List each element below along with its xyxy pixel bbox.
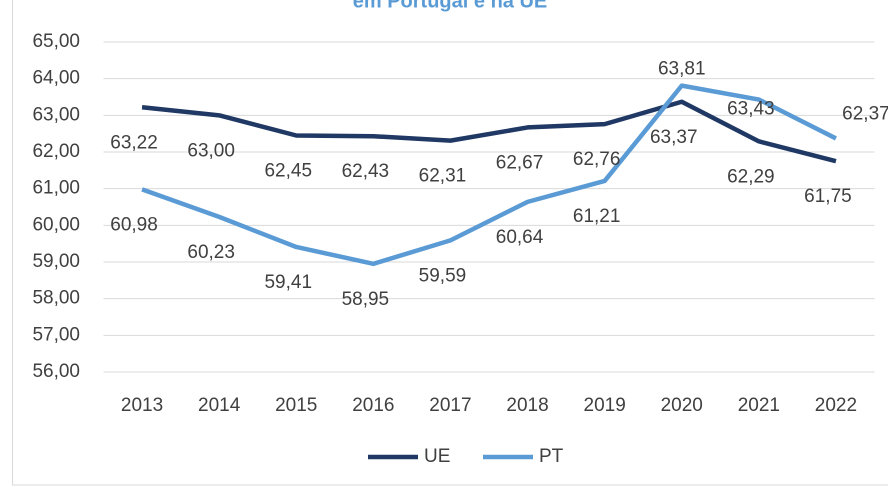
data-label: 62,45 [264, 161, 312, 182]
data-label: 62,76 [573, 149, 621, 170]
y-tick-label: 62,00 [32, 141, 80, 162]
data-label: 60,23 [187, 242, 235, 263]
data-label: 61,21 [573, 206, 621, 227]
x-tick-label: 2019 [584, 395, 626, 416]
x-tick-label: 2018 [506, 395, 548, 416]
data-label: 63,22 [110, 132, 158, 153]
data-label: 61,75 [804, 186, 852, 207]
x-tick-label: 2021 [738, 395, 780, 416]
series-line [141, 83, 837, 267]
chart-title: em Portugal e na UE [353, 0, 548, 12]
x-tick-label: 2016 [352, 395, 394, 416]
y-tick-label: 57,00 [32, 324, 80, 345]
x-tick-label: 2020 [661, 395, 703, 416]
y-tick-label: 58,00 [32, 288, 80, 309]
y-tick-label: 56,00 [32, 361, 80, 382]
y-tick-label: 63,00 [32, 104, 80, 125]
data-label: 60,64 [496, 227, 544, 248]
y-tick-label: 60,00 [32, 214, 80, 235]
y-tick-label: 65,00 [32, 31, 80, 52]
x-tick-label: 2015 [275, 395, 317, 416]
data-label: 62,67 [496, 152, 544, 173]
x-tick-label: 2013 [121, 395, 163, 416]
x-tick-label: 2014 [198, 395, 241, 416]
y-tick-label: 59,00 [32, 251, 80, 272]
data-label: 60,98 [110, 214, 158, 235]
legend-label: UE [424, 446, 450, 467]
data-label: 63,81 [658, 59, 706, 80]
x-tick-label: 2017 [429, 395, 471, 416]
y-tick-label: 61,00 [32, 178, 80, 199]
data-label: 62,29 [727, 166, 775, 187]
x-tick-label: 2022 [815, 395, 857, 416]
data-label: 63,37 [650, 127, 698, 148]
data-label: 59,59 [419, 265, 467, 286]
data-label: 62,37 [842, 103, 888, 124]
data-label: 63,00 [187, 140, 235, 161]
y-tick-label: 64,00 [32, 68, 80, 89]
data-label: 58,95 [342, 289, 390, 310]
chart-frame [12, 0, 888, 486]
data-label: 63,43 [727, 99, 775, 120]
series-line [141, 99, 837, 164]
data-label: 62,31 [419, 166, 467, 187]
data-label: 62,43 [342, 161, 390, 182]
data-label: 59,41 [264, 272, 312, 293]
legend-label: PT [539, 446, 564, 467]
